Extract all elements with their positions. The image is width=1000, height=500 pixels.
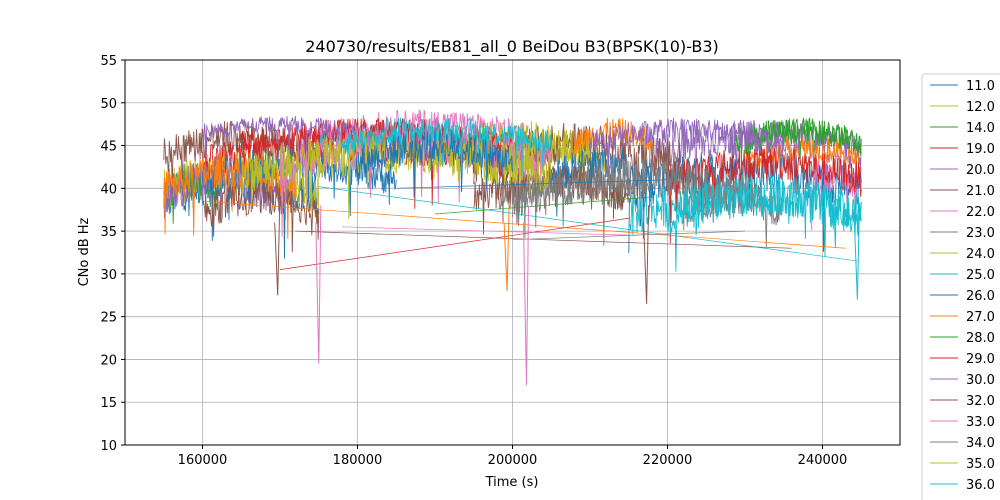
- x-tick-label: 160000: [178, 453, 228, 468]
- connector-line: [512, 230, 746, 241]
- legend-label-12.0: 12.0: [966, 100, 995, 115]
- legend-label-35.0: 35.0: [966, 457, 995, 472]
- legend-label-28.0: 28.0: [966, 331, 995, 346]
- legend-label-14.0: 14.0: [966, 121, 995, 136]
- legend-label-21.0: 21.0: [966, 184, 995, 199]
- series-line-30.0: [589, 117, 785, 181]
- x-axis-label: Time (s): [485, 475, 539, 490]
- legend-label-19.0: 19.0: [966, 142, 995, 157]
- legend-label-32.0: 32.0: [966, 394, 995, 409]
- series-line-21.0: [163, 120, 320, 194]
- connector-line: [434, 196, 653, 215]
- series-line-36.0: [667, 173, 862, 272]
- series-line-22.0: [806, 154, 862, 236]
- plot-area: [163, 108, 862, 386]
- y-tick-label: 30: [100, 268, 117, 283]
- legend-label-25.0: 25.0: [966, 268, 995, 283]
- connector-line: [202, 200, 846, 249]
- legend-label-24.0: 24.0: [966, 247, 995, 262]
- y-tick-label: 50: [100, 97, 117, 112]
- dip-25.0: [853, 205, 860, 300]
- dip-33.0: [315, 205, 322, 364]
- y-tick-label: 35: [100, 225, 117, 240]
- connector-line: [318, 186, 858, 262]
- y-tick-label: 15: [100, 396, 117, 411]
- legend-label-29.0: 29.0: [966, 352, 995, 367]
- legend-label-27.0: 27.0: [966, 310, 995, 325]
- chart-title: 240730/results/EB81_all_0 BeiDou B3(BPSK…: [305, 37, 719, 57]
- y-tick-label: 25: [100, 311, 117, 326]
- dip-21.0: [643, 205, 650, 304]
- y-axis: 10 15 20 25 30 35 40 45 50 55: [100, 54, 125, 454]
- legend: 11.0 12.0 14.0 19.0 20.0 21.0 22.0 23.0 24.0 25.0…: [921, 73, 1000, 500]
- dip-27.0: [503, 205, 510, 292]
- series-line-37.0: [357, 128, 513, 198]
- legend-label-33.0: 33.0: [966, 415, 995, 430]
- dip-33.0: [523, 205, 529, 386]
- series-line-27.0: [163, 154, 296, 240]
- series-line-28.0: [744, 117, 862, 166]
- y-tick-label: 10: [100, 439, 117, 454]
- series-line-30.0: [202, 115, 358, 157]
- legend-box: [921, 73, 1000, 500]
- legend-label-30.0: 30.0: [966, 373, 995, 388]
- connector-line: [295, 230, 792, 249]
- connector-line: [279, 217, 629, 270]
- series-line-32.0: [202, 179, 320, 253]
- legend-label-36.0: 36.0: [966, 478, 995, 493]
- y-tick-label: 55: [100, 54, 117, 69]
- y-axis-label: CNo dB Hz: [77, 217, 92, 286]
- series-line-27.0: [574, 117, 653, 156]
- x-tick-label: 220000: [643, 453, 693, 468]
- legend-label-22.0: 22.0: [966, 205, 995, 220]
- x-tick-label: 200000: [488, 453, 538, 468]
- y-tick-label: 20: [100, 353, 117, 368]
- legend-label-34.0: 34.0: [966, 436, 995, 451]
- connector-line: [396, 179, 668, 189]
- legend-label-23.0: 23.0: [966, 226, 995, 241]
- x-tick-label: 240000: [798, 453, 848, 468]
- legend-label-26.0: 26.0: [966, 289, 995, 304]
- legend-label-20.0: 20.0: [966, 163, 995, 178]
- y-tick-label: 40: [100, 182, 117, 197]
- legend-label-11.0: 11.0: [966, 79, 995, 94]
- connector-line: [341, 226, 637, 236]
- grid: [125, 59, 900, 446]
- dip-21.0: [274, 205, 281, 296]
- x-axis: 160000 180000 200000 220000 240000: [178, 445, 848, 468]
- x-tick-label: 180000: [333, 453, 383, 468]
- y-tick-label: 45: [100, 140, 117, 155]
- series-line-34.0: [512, 156, 761, 246]
